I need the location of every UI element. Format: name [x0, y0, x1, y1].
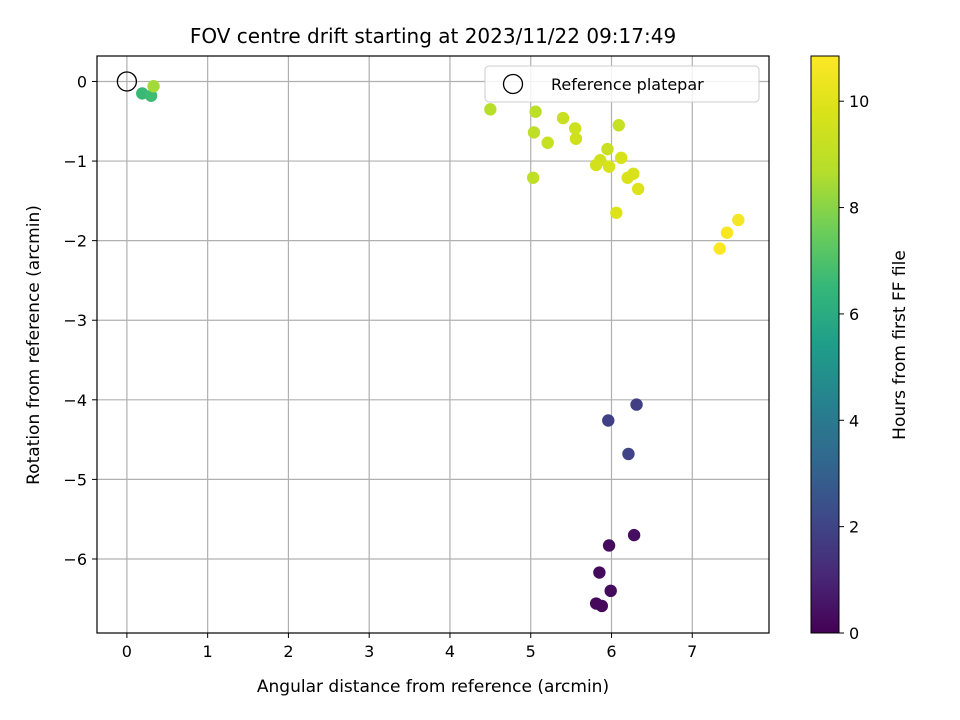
reference-platepar-marker [116, 71, 138, 92]
y-tick-label: −3 [63, 311, 87, 330]
data-point [589, 158, 603, 172]
data-point [631, 182, 645, 196]
x-axis-ticks: 0 1 2 3 4 5 6 7 [122, 633, 697, 661]
colorbar-tick-label: 6 [849, 305, 859, 324]
data-point [602, 160, 616, 173]
data-point [602, 414, 615, 427]
data-point [529, 105, 542, 118]
y-tick-label: −1 [63, 152, 87, 171]
x-tick-label: 6 [606, 642, 616, 661]
data-point [720, 226, 734, 239]
grid-lines [97, 56, 769, 633]
data-point [147, 80, 160, 93]
plot-frame [96, 55, 770, 634]
scatter-points [136, 80, 745, 613]
colorbar-tick-label: 2 [849, 518, 859, 537]
data-point [556, 111, 570, 125]
data-point [621, 171, 634, 184]
reference-marker-layer [116, 71, 138, 92]
x-tick-label: 0 [122, 642, 132, 661]
colorbar-tick-label: 4 [849, 411, 859, 430]
y-tick-label: 0 [77, 72, 87, 91]
legend-entry-reference: Reference platepar [551, 75, 704, 94]
x-tick-label: 4 [445, 642, 455, 661]
data-point [568, 122, 582, 135]
data-point [601, 142, 614, 156]
colorbar-tick-label: 0 [849, 624, 859, 643]
legend-marker-reference [502, 73, 524, 95]
y-tick-label: −2 [63, 232, 87, 251]
y-tick-label: −4 [63, 391, 87, 410]
colorbar-label: Hours from first FF file [890, 250, 910, 440]
x-tick-label: 3 [364, 642, 374, 661]
data-point [627, 528, 641, 542]
data-point [612, 119, 625, 132]
data-point [614, 151, 628, 165]
colorbar: 0 2 4 6 8 10 Hours from first FF file [810, 55, 910, 643]
data-point [604, 584, 617, 598]
y-tick-label: −5 [63, 470, 87, 489]
y-axis-ticks: 0 −1 −2 −3 −4 −5 −6 [63, 72, 97, 569]
data-point [144, 89, 158, 102]
colorbar-tick-label: 8 [849, 199, 859, 218]
data-point [630, 398, 643, 411]
data-point [732, 213, 745, 227]
data-point [484, 103, 497, 116]
chart-title: FOV centre drift starting at 2023/11/22 … [190, 24, 676, 48]
data-point [610, 206, 623, 219]
x-tick-label: 2 [283, 642, 293, 661]
y-axis-label: Rotation from reference (arcmin) [24, 205, 44, 485]
data-point [526, 171, 540, 184]
x-axis-label: Angular distance from reference (arcmin) [257, 677, 609, 697]
y-tick-label: −6 [63, 550, 87, 569]
data-point [569, 132, 583, 145]
x-tick-label: 5 [526, 642, 536, 661]
legend-box [484, 65, 760, 103]
x-tick-label: 1 [203, 642, 213, 661]
data-point [541, 136, 554, 149]
data-point [595, 599, 609, 613]
colorbar-tick-label: 10 [849, 92, 869, 111]
colorbar-ticks: 0 2 4 6 8 10 [839, 92, 869, 643]
legend: Reference platepar [484, 65, 760, 103]
data-point [602, 539, 616, 552]
data-point [593, 566, 606, 579]
data-point [527, 126, 541, 139]
data-point [713, 242, 726, 255]
colorbar-gradient [810, 55, 840, 634]
x-tick-label: 7 [687, 642, 697, 661]
data-point [622, 447, 635, 461]
